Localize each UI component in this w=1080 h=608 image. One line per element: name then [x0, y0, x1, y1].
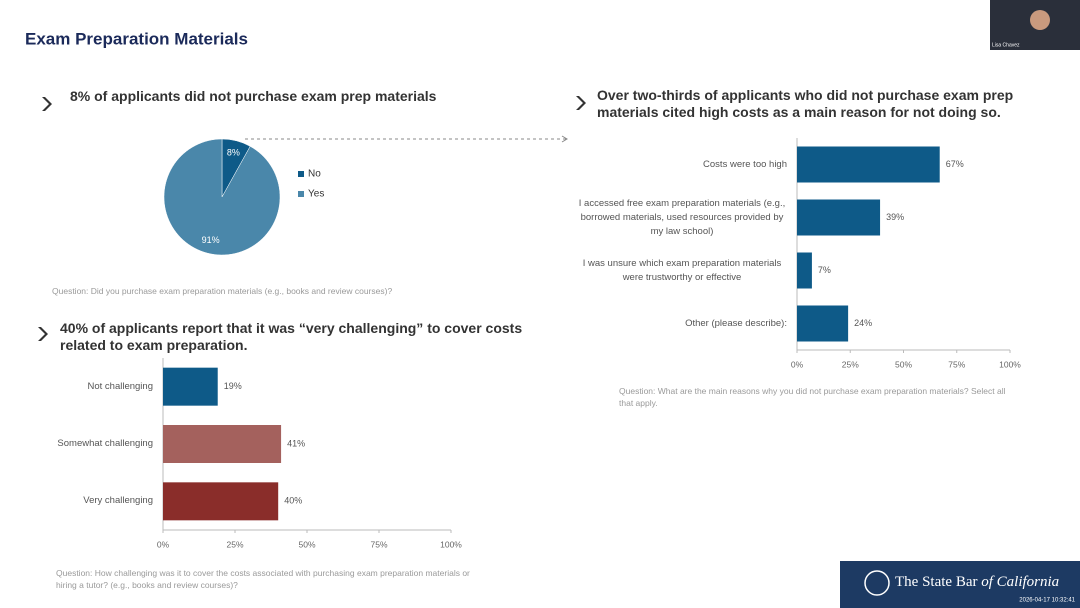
category-label-box: Not challenging: [87, 380, 154, 392]
chart-question-box: Question: How challenging was it to cove…: [56, 568, 470, 590]
chart-question: Question: What are the main reasons why …: [619, 386, 1006, 408]
chart-headline: 40% of applicants report that it was “ve…: [60, 320, 523, 353]
category-label-box: I accessed free exam preparation materia…: [578, 197, 786, 237]
chart-headline-box: Over two-thirds of applicants who did no…: [597, 87, 1014, 120]
chart-question: Question: How challenging was it to cove…: [56, 568, 470, 590]
legend-label: No: [308, 169, 321, 180]
webcam-face: [1030, 10, 1050, 30]
bar: [163, 482, 279, 521]
category-label-box: Costs were too high: [703, 158, 787, 170]
chevron: [576, 96, 586, 110]
category-label: I was unsure which exam preparation mate…: [582, 257, 782, 283]
chart-question-box: Question: Did you purchase exam preparat…: [52, 286, 393, 296]
bar: [163, 425, 282, 463]
logo-box: [840, 561, 1080, 608]
logo-main: The State Bar: [895, 574, 977, 590]
x-tick-label: 50%: [298, 539, 315, 549]
chevron: [42, 97, 52, 111]
category-label: Somewhat challenging: [57, 438, 153, 449]
value-label: 40%: [284, 496, 302, 506]
legend-swatch: [298, 171, 304, 177]
presenter-name: Lisa Chavez: [992, 42, 1020, 48]
slice-label: 91%: [202, 235, 220, 245]
chart-headline-box: 40% of applicants report that it was “ve…: [60, 320, 523, 353]
category-label: Very challenging: [83, 495, 153, 507]
chevron: [38, 327, 48, 341]
x-tick-label: 75%: [948, 359, 965, 369]
bar: [163, 367, 218, 406]
value-label: 24%: [854, 318, 872, 328]
x-tick-label: 75%: [370, 539, 387, 549]
logo-seal: [864, 570, 890, 596]
bar: [797, 199, 881, 236]
slice-label: 8%: [227, 148, 240, 158]
category-label-box: Very challenging: [83, 495, 153, 507]
pie-slice: [163, 138, 281, 256]
category-label-box: I was unsure which exam preparation mate…: [582, 257, 782, 283]
x-tick-label: 100%: [440, 539, 462, 549]
legend-swatch: [298, 191, 304, 197]
category-label: I accessed free exam preparation materia…: [578, 197, 786, 237]
timestamp: 2026-04-17 10:32:41: [1019, 598, 1075, 604]
slide-title: Exam Preparation Materials: [25, 29, 248, 48]
value-label: 67%: [946, 159, 964, 169]
chart-headline-box: 8% of applicants did not purchase exam p…: [70, 88, 437, 104]
bar: [797, 305, 849, 342]
bar: [797, 146, 940, 183]
logo-text: The State Bar of California: [895, 574, 1059, 590]
arrow-head: [561, 135, 568, 143]
bar: [797, 252, 812, 289]
x-tick-label: 25%: [842, 359, 859, 369]
value-label: 39%: [886, 212, 904, 222]
chart-question-box: Question: What are the main reasons why …: [619, 386, 1006, 408]
x-tick-label: 50%: [895, 359, 912, 369]
logo-italic: of California: [981, 574, 1059, 590]
category-label: Costs were too high: [703, 158, 787, 170]
x-tick-label: 100%: [999, 359, 1021, 369]
category-label: Other (please describe):: [685, 317, 787, 329]
category-label-box: Other (please describe):: [685, 317, 787, 329]
legend-label: Yes: [308, 189, 324, 200]
value-label: 19%: [224, 381, 242, 391]
x-tick-label: 25%: [226, 539, 243, 549]
x-tick-label: 0%: [157, 539, 170, 549]
value-label: 41%: [287, 438, 305, 448]
category-label: Not challenging: [87, 380, 154, 392]
chart-headline: Over two-thirds of applicants who did no…: [597, 87, 1014, 120]
category-label-box: Somewhat challenging: [57, 438, 153, 449]
value-label: 7%: [818, 265, 831, 275]
chart-question: Question: Did you purchase exam preparat…: [52, 286, 393, 296]
chart-headline: 8% of applicants did not purchase exam p…: [70, 88, 437, 104]
x-tick-label: 0%: [791, 359, 804, 369]
